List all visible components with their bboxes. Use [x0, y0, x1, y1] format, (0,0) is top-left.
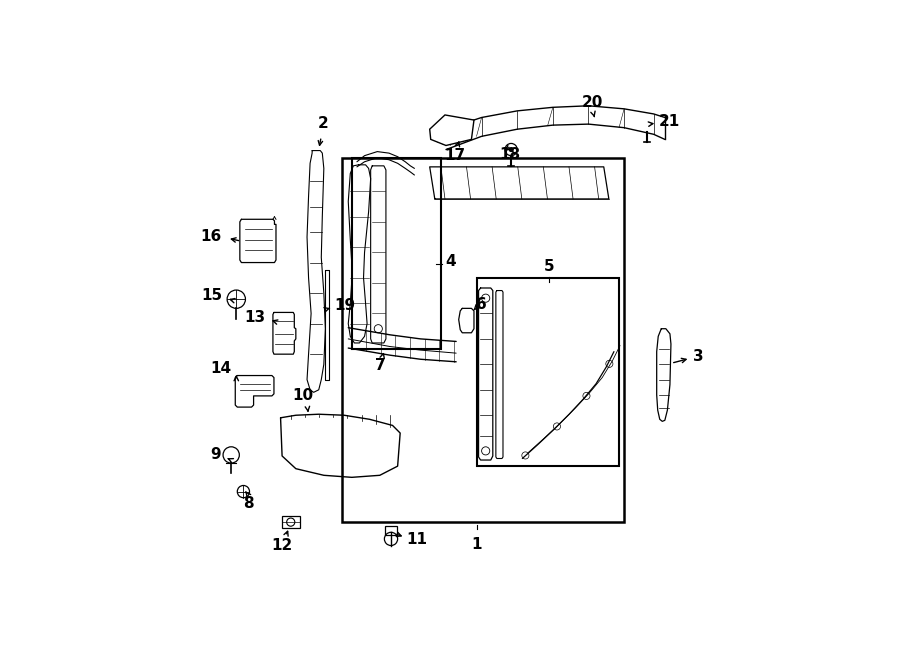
Text: 1: 1 — [472, 537, 482, 553]
Text: 9: 9 — [211, 447, 221, 463]
Text: 2: 2 — [318, 116, 328, 132]
Text: 15: 15 — [201, 288, 222, 303]
Text: 18: 18 — [500, 147, 520, 162]
Text: 7: 7 — [374, 358, 385, 373]
Bar — [342, 158, 624, 522]
Circle shape — [508, 147, 514, 152]
Text: 5: 5 — [544, 258, 554, 274]
Circle shape — [644, 124, 650, 129]
Text: 16: 16 — [201, 229, 222, 244]
Bar — [476, 278, 619, 466]
Text: 19: 19 — [334, 298, 356, 313]
Polygon shape — [429, 115, 474, 145]
Polygon shape — [446, 106, 665, 149]
Text: 4: 4 — [445, 254, 455, 269]
Text: 21: 21 — [659, 114, 680, 128]
Text: 14: 14 — [210, 361, 231, 376]
Text: 13: 13 — [244, 310, 266, 325]
Text: 6: 6 — [475, 297, 486, 312]
Bar — [282, 516, 300, 528]
Text: 10: 10 — [292, 387, 313, 403]
Text: 20: 20 — [582, 95, 603, 110]
Text: 8: 8 — [243, 496, 254, 511]
Text: 17: 17 — [445, 148, 465, 163]
Bar — [385, 526, 397, 535]
Text: 12: 12 — [272, 539, 292, 553]
Text: 3: 3 — [693, 349, 704, 364]
Text: 11: 11 — [406, 533, 428, 547]
Bar — [352, 158, 441, 349]
